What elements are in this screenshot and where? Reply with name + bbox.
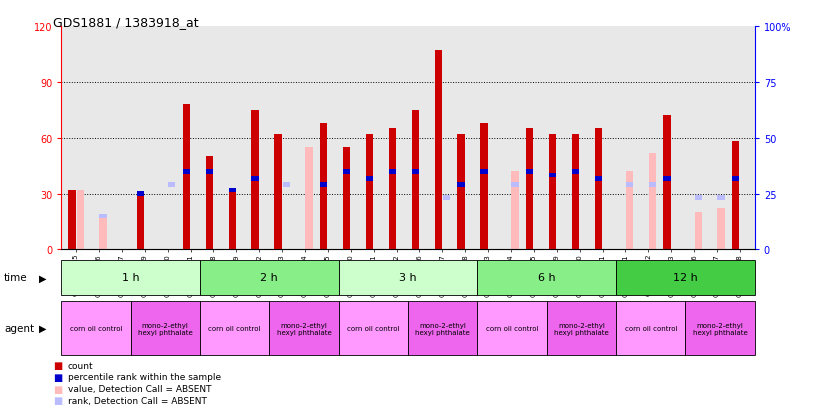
Bar <box>572 169 579 174</box>
Text: value, Detection Call = ABSENT: value, Detection Call = ABSENT <box>68 384 211 393</box>
Bar <box>366 135 373 250</box>
Bar <box>481 169 488 174</box>
Bar <box>595 129 602 250</box>
Bar <box>526 169 534 174</box>
Bar <box>458 135 465 250</box>
Bar <box>251 110 259 250</box>
Bar <box>663 116 671 250</box>
Text: ■: ■ <box>53 395 62 405</box>
Bar <box>206 157 213 250</box>
Text: count: count <box>68 361 93 370</box>
Text: corn oil control: corn oil control <box>624 325 677 331</box>
Text: 6 h: 6 h <box>538 273 556 283</box>
Text: 12 h: 12 h <box>673 273 698 283</box>
Bar <box>282 183 290 187</box>
Bar <box>626 183 633 187</box>
Text: ■: ■ <box>53 384 62 394</box>
Bar <box>526 129 534 250</box>
Bar <box>411 169 419 174</box>
Text: corn oil control: corn oil control <box>208 325 261 331</box>
Bar <box>61 260 200 295</box>
Bar <box>663 177 671 182</box>
Bar <box>572 135 579 250</box>
Bar <box>137 194 144 250</box>
Text: 3 h: 3 h <box>399 273 417 283</box>
Text: corn oil control: corn oil control <box>347 325 400 331</box>
Bar <box>269 301 339 355</box>
Bar <box>512 172 519 250</box>
Bar <box>732 142 739 250</box>
Bar <box>200 260 339 295</box>
Text: ■: ■ <box>53 372 62 382</box>
Bar <box>717 195 725 200</box>
Bar <box>435 51 442 250</box>
Text: mono-2-ethyl
hexyl phthalate: mono-2-ethyl hexyl phthalate <box>554 322 609 335</box>
Bar <box>694 213 702 250</box>
Bar <box>200 301 269 355</box>
Bar <box>69 190 76 250</box>
Bar <box>305 147 313 250</box>
Bar <box>77 190 84 250</box>
Text: ▶: ▶ <box>38 323 47 333</box>
Bar <box>411 110 419 250</box>
Text: mono-2-ethyl
hexyl phthalate: mono-2-ethyl hexyl phthalate <box>138 322 193 335</box>
Text: time: time <box>4 273 28 283</box>
Bar <box>274 135 282 250</box>
Text: rank, Detection Call = ABSENT: rank, Detection Call = ABSENT <box>68 396 206 405</box>
Bar <box>343 169 350 174</box>
Bar <box>732 177 739 182</box>
Bar <box>595 177 602 182</box>
Bar <box>481 123 488 250</box>
Bar <box>366 177 373 182</box>
Bar <box>408 301 477 355</box>
Text: 1 h: 1 h <box>122 273 140 283</box>
Text: corn oil control: corn oil control <box>69 325 122 331</box>
Text: mono-2-ethyl
hexyl phthalate: mono-2-ethyl hexyl phthalate <box>693 322 747 335</box>
Bar <box>206 169 213 174</box>
Bar <box>694 195 702 200</box>
Text: corn oil control: corn oil control <box>486 325 539 331</box>
Bar <box>512 183 519 187</box>
Bar <box>320 183 327 187</box>
Bar <box>339 301 408 355</box>
Text: agent: agent <box>4 323 34 333</box>
Bar <box>649 153 656 250</box>
Bar <box>131 301 200 355</box>
Text: ▶: ▶ <box>38 273 47 283</box>
Bar <box>61 301 131 355</box>
Bar <box>100 216 107 250</box>
Bar <box>228 190 236 250</box>
Bar <box>320 123 327 250</box>
Bar <box>228 188 236 193</box>
Bar <box>388 129 396 250</box>
Bar <box>547 301 616 355</box>
Text: percentile rank within the sample: percentile rank within the sample <box>68 373 221 382</box>
Bar <box>168 183 175 187</box>
Bar <box>549 135 557 250</box>
Bar <box>458 183 465 187</box>
Bar <box>388 169 396 174</box>
Bar <box>339 260 477 295</box>
Text: mono-2-ethyl
hexyl phthalate: mono-2-ethyl hexyl phthalate <box>277 322 331 335</box>
Bar <box>549 173 557 178</box>
Bar <box>443 195 450 200</box>
Bar <box>183 105 190 250</box>
Bar <box>616 260 755 295</box>
Bar <box>137 192 144 197</box>
Text: 2 h: 2 h <box>260 273 278 283</box>
Bar <box>717 209 725 250</box>
Text: mono-2-ethyl
hexyl phthalate: mono-2-ethyl hexyl phthalate <box>415 322 470 335</box>
Bar <box>616 301 685 355</box>
Bar <box>343 147 350 250</box>
Bar <box>251 177 259 182</box>
Text: GDS1881 / 1383918_at: GDS1881 / 1383918_at <box>53 16 198 28</box>
Bar <box>183 169 190 174</box>
Bar <box>649 183 656 187</box>
Bar <box>685 301 755 355</box>
Bar <box>477 301 547 355</box>
Bar <box>100 214 107 219</box>
Text: ■: ■ <box>53 361 62 370</box>
Bar <box>626 172 633 250</box>
Bar <box>477 260 616 295</box>
